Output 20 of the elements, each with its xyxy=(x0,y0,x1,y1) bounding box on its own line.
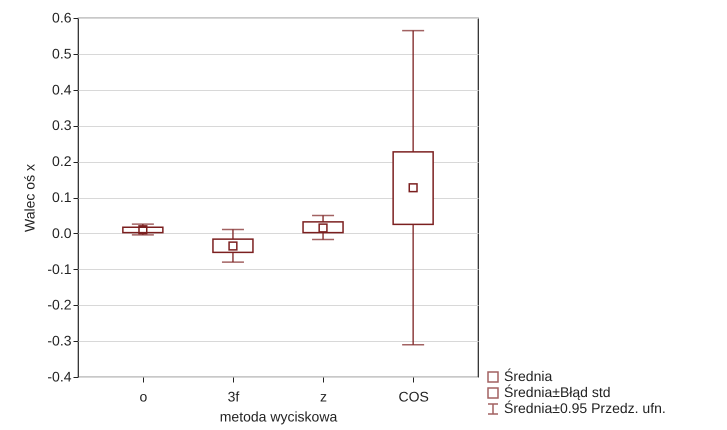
x-tick-label: z xyxy=(320,388,328,404)
y-tick-label: 0.4 xyxy=(52,81,72,98)
y-tick-label: 0.5 xyxy=(52,45,72,62)
y-tick-label: -0.3 xyxy=(47,332,72,349)
y-tick-label: 0.3 xyxy=(52,117,72,134)
text: Średnia±Błąd std xyxy=(504,384,611,400)
y-tick-label: -0.2 xyxy=(47,296,72,313)
text: Średnia±0.95 Przedz. ufn. xyxy=(504,400,666,416)
x-tick-label: 3f xyxy=(228,388,240,404)
y-tick-label: 0.1 xyxy=(52,189,72,205)
y-tick-label: 0.2 xyxy=(52,153,72,170)
x-axis-title: metoda wyciskowa xyxy=(220,408,338,424)
x-tick-label: COS xyxy=(398,388,429,404)
y-tick-label: 0.0 xyxy=(52,224,72,241)
y-tick-label: 0.6 xyxy=(52,10,72,26)
y-axis-title: Walec oś x xyxy=(21,164,38,232)
x-tick-label: o xyxy=(139,388,148,404)
text: Średnia xyxy=(504,368,552,384)
y-tick-label: -0.4 xyxy=(47,368,72,384)
y-tick-label: -0.1 xyxy=(47,260,72,277)
